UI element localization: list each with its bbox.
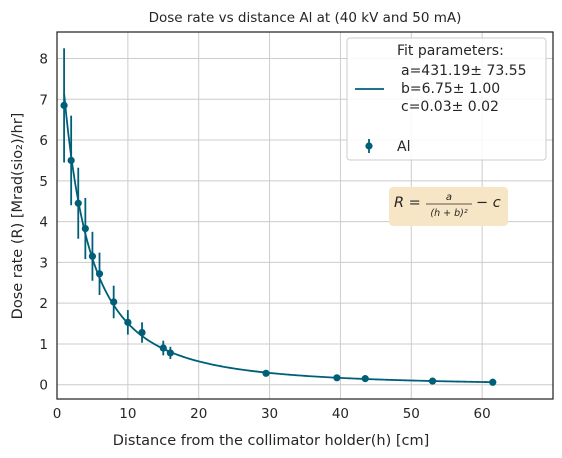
legend-fit-a: a=431.19± 73.55 bbox=[401, 63, 527, 79]
x-tick-label: 60 bbox=[474, 406, 491, 422]
x-tick-label: 30 bbox=[261, 406, 278, 422]
data-marker bbox=[67, 156, 75, 165]
data-point bbox=[489, 378, 497, 386]
y-tick-label: 5 bbox=[39, 174, 48, 190]
x-tick-label: 20 bbox=[190, 406, 207, 422]
data-marker bbox=[74, 199, 82, 207]
legend: Fit parameters: a=431.19± 73.55 b=6.75± … bbox=[346, 37, 547, 161]
data-marker bbox=[88, 252, 97, 260]
data-point bbox=[110, 285, 118, 319]
formula-box bbox=[389, 187, 508, 226]
data-marker bbox=[262, 369, 270, 377]
y-tick-label: 0 bbox=[39, 378, 48, 394]
formula-numerator: a bbox=[446, 192, 452, 203]
data-marker bbox=[60, 101, 68, 109]
y-tick-labels: 0 1 2 3 4 5 6 7 8 bbox=[39, 52, 48, 394]
fit-curve-layer bbox=[63, 93, 493, 384]
x-tick-labels: 0 10 20 30 40 50 60 bbox=[53, 406, 491, 422]
legend-data-label: Al bbox=[397, 139, 410, 155]
x-tick-label: 50 bbox=[403, 406, 420, 422]
legend-box bbox=[346, 37, 547, 161]
data-marker bbox=[81, 224, 89, 233]
plot-frame bbox=[56, 31, 554, 400]
y-tick-label: 3 bbox=[39, 255, 48, 271]
x-tick-label: 0 bbox=[53, 406, 62, 422]
formula-lhs: R = bbox=[394, 195, 421, 211]
formula-rhs: − c bbox=[476, 195, 501, 211]
data-marker bbox=[138, 328, 146, 337]
data-point bbox=[74, 167, 82, 239]
legend-fit-header: Fit parameters: bbox=[397, 43, 504, 59]
x-axis-label: Distance from the collimator holder(h) [… bbox=[113, 433, 430, 449]
data-point bbox=[95, 252, 104, 296]
data-marker bbox=[428, 377, 437, 385]
data-point bbox=[428, 377, 437, 385]
formula-denominator: (h + b)² bbox=[430, 208, 467, 219]
data-point bbox=[333, 374, 341, 382]
x-tick-label: 10 bbox=[119, 406, 136, 422]
data-marker bbox=[166, 349, 174, 357]
legend-fit-b: b=6.75± 1.00 bbox=[401, 81, 500, 97]
data-point bbox=[262, 369, 270, 377]
data-point bbox=[60, 48, 68, 163]
y-tick-label: 8 bbox=[39, 52, 48, 68]
y-axis-label: Dose rate (R) [Mrad(sio₂)/hr] bbox=[10, 113, 26, 320]
y-tick-label: 7 bbox=[39, 92, 48, 108]
x-tick-label: 40 bbox=[332, 406, 349, 422]
data-point bbox=[124, 310, 132, 335]
data-point bbox=[138, 322, 146, 343]
data-point bbox=[361, 375, 369, 383]
data-point bbox=[88, 231, 97, 281]
data-points-layer bbox=[60, 48, 497, 386]
chart-title: Dose rate vs distance Al at (40 kV and 5… bbox=[149, 10, 462, 26]
data-marker bbox=[159, 344, 167, 352]
data-point bbox=[166, 346, 174, 360]
legend-marker-dot bbox=[365, 142, 373, 150]
data-point bbox=[81, 197, 89, 260]
fit-curve bbox=[63, 93, 493, 384]
data-marker bbox=[124, 318, 132, 326]
y-tick-label: 2 bbox=[39, 296, 48, 312]
formula-annotation: R = a (h + b)² − c bbox=[389, 187, 508, 226]
data-marker bbox=[361, 375, 369, 383]
y-tick-label: 1 bbox=[39, 337, 48, 353]
y-tick-label: 6 bbox=[39, 133, 48, 149]
data-point bbox=[67, 115, 75, 206]
y-tick-label: 4 bbox=[39, 215, 48, 231]
data-marker bbox=[110, 298, 118, 306]
data-point bbox=[159, 340, 167, 356]
data-marker bbox=[333, 374, 341, 382]
data-marker bbox=[489, 378, 497, 386]
data-marker bbox=[95, 270, 104, 278]
legend-fit-c: c=0.03± 0.02 bbox=[401, 99, 499, 115]
